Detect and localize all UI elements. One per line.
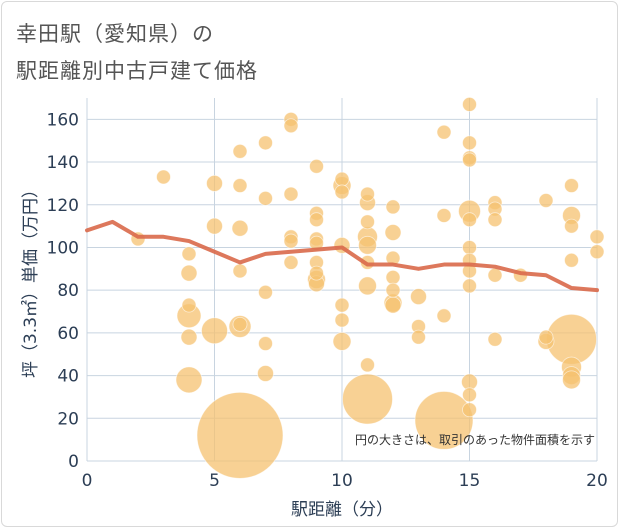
y-tick-label: 40: [57, 367, 79, 387]
y-tick-label: 0: [68, 452, 79, 472]
data-bubble: [384, 224, 402, 241]
data-bubble: [462, 402, 477, 418]
data-bubble: [283, 186, 299, 202]
data-bubble: [309, 158, 324, 174]
y-tick-label: 80: [57, 281, 79, 301]
bubble-series: [130, 97, 605, 479]
data-bubble: [332, 332, 352, 351]
data-bubble: [538, 329, 554, 345]
data-bubble: [283, 118, 299, 134]
y-tick-label: 100: [47, 238, 79, 258]
bubble-size-note: 円の大きさは、取引のあった物件面積を示す: [355, 432, 595, 447]
data-bubble: [334, 184, 350, 200]
data-bubble: [231, 219, 249, 237]
y-tick-label: 20: [57, 409, 79, 429]
data-bubble: [436, 124, 452, 140]
data-bubble: [232, 178, 248, 193]
x-tick-label: 0: [82, 471, 93, 491]
data-bubble: [258, 336, 273, 351]
data-bubble: [436, 208, 452, 223]
data-bubble: [410, 288, 427, 305]
data-bubble: [180, 264, 198, 282]
data-bubble: [360, 357, 375, 373]
data-bubble: [462, 97, 477, 112]
data-bubble: [538, 193, 554, 208]
data-bubble: [487, 267, 503, 283]
axis-ticks: 0 20 40 60 80 100 120 140 160 0 5 10 15 20: [47, 110, 608, 491]
data-bubble: [360, 214, 375, 230]
data-bubble: [462, 387, 477, 403]
data-bubble: [232, 143, 248, 159]
data-bubble: [283, 255, 299, 270]
x-tick-label: 20: [586, 471, 608, 491]
data-bubble: [334, 297, 350, 313]
data-bubble: [462, 135, 477, 151]
data-bubble: [487, 212, 503, 228]
x-axis-title: 駅距離（分）: [291, 500, 393, 520]
average-price-line: [85, 219, 599, 293]
data-bubble: [334, 312, 350, 328]
data-bubble: [181, 297, 197, 313]
data-bubble: [385, 199, 401, 215]
data-bubble: [342, 373, 393, 425]
data-bubble: [257, 365, 274, 382]
data-bubble: [156, 169, 171, 185]
y-tick-label: 160: [47, 110, 79, 130]
average-line-series: [85, 219, 599, 293]
chart-title-line-2: 駅距離別中古戸建て価格: [16, 59, 258, 83]
data-bubble: [175, 366, 203, 394]
data-bubble: [385, 282, 401, 298]
data-bubble: [564, 252, 579, 268]
data-bubble: [564, 218, 579, 234]
data-bubble: [201, 317, 228, 345]
data-bubble: [334, 171, 350, 187]
data-bubble: [360, 186, 375, 202]
data-bubble: [180, 328, 198, 346]
data-bubble: [462, 240, 477, 255]
x-tick-label: 5: [209, 471, 220, 491]
data-bubble: [196, 391, 284, 479]
data-bubble: [462, 152, 477, 168]
y-tick-label: 60: [57, 324, 79, 344]
y-axis-title: 坪（3.3㎡）単価（万円）: [21, 181, 41, 378]
data-bubble: [589, 244, 605, 260]
data-bubble: [414, 391, 474, 450]
data-bubble: [258, 284, 273, 300]
chart-title-line-1: 幸田駅（愛知県）の: [16, 22, 214, 46]
data-bubble: [384, 296, 402, 314]
data-bubble: [309, 212, 324, 228]
data-bubble: [309, 265, 324, 281]
data-bubble: [232, 316, 248, 332]
y-tick-label: 120: [47, 196, 79, 216]
data-bubble: [206, 217, 223, 235]
data-bubble: [358, 276, 377, 296]
data-bubble: [589, 229, 605, 245]
data-bubble: [181, 246, 197, 262]
data-bubble: [258, 190, 273, 206]
data-bubble: [358, 235, 377, 255]
data-bubble: [283, 233, 299, 249]
data-bubble: [411, 329, 426, 345]
data-bubble: [206, 175, 223, 192]
x-tick-label: 15: [459, 471, 481, 491]
data-bubble: [462, 212, 477, 228]
data-bubble: [385, 269, 401, 285]
data-bubble: [258, 135, 273, 151]
y-tick-label: 140: [47, 153, 79, 173]
data-bubble: [487, 331, 503, 347]
data-bubble: [462, 278, 477, 294]
data-bubble: [562, 370, 581, 390]
x-tick-label: 10: [331, 471, 353, 491]
data-bubble: [436, 308, 452, 324]
data-bubble: [232, 263, 248, 279]
data-bubble: [564, 178, 579, 193]
